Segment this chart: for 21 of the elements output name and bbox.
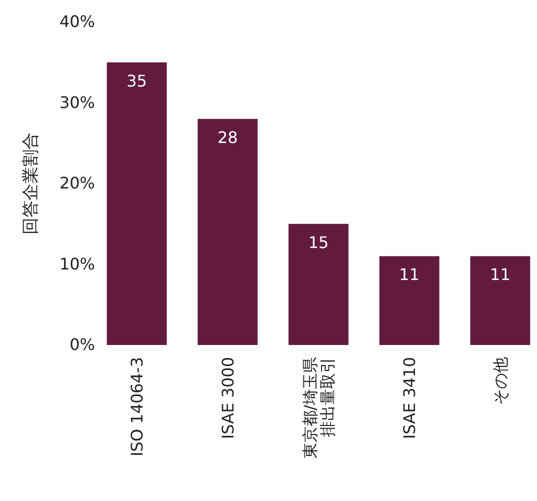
x-tick-label: その他 bbox=[490, 357, 510, 405]
data-label: 11 bbox=[399, 265, 420, 284]
data-label: 11 bbox=[490, 265, 510, 284]
x-tick-label: ISAE 3410 bbox=[400, 357, 419, 440]
bar bbox=[288, 224, 348, 345]
y-tick-label: 10% bbox=[59, 254, 95, 274]
y-tick-label: 20% bbox=[59, 174, 95, 193]
y-tick-label: 30% bbox=[59, 92, 95, 112]
data-label: 28 bbox=[217, 128, 238, 147]
x-tick-label: 東京都/埼玉県排出量取引 bbox=[300, 357, 337, 458]
data-label: 35 bbox=[126, 71, 147, 90]
x-tick-label: ISO 14064-3 bbox=[127, 357, 146, 456]
bar bbox=[106, 62, 167, 345]
bar bbox=[470, 256, 530, 345]
data-label: 15 bbox=[308, 232, 329, 252]
x-tick-label: ISAE 3000 bbox=[218, 357, 238, 440]
y-tick-label: 40% bbox=[59, 12, 95, 32]
bar bbox=[198, 118, 258, 345]
bar bbox=[379, 256, 440, 345]
y-tick-label: 0% bbox=[70, 335, 95, 354]
y-axis-title: 回答企業割合 bbox=[21, 132, 41, 234]
